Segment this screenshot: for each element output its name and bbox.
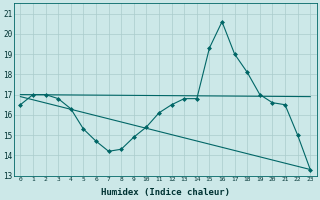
X-axis label: Humidex (Indice chaleur): Humidex (Indice chaleur) <box>101 188 230 197</box>
